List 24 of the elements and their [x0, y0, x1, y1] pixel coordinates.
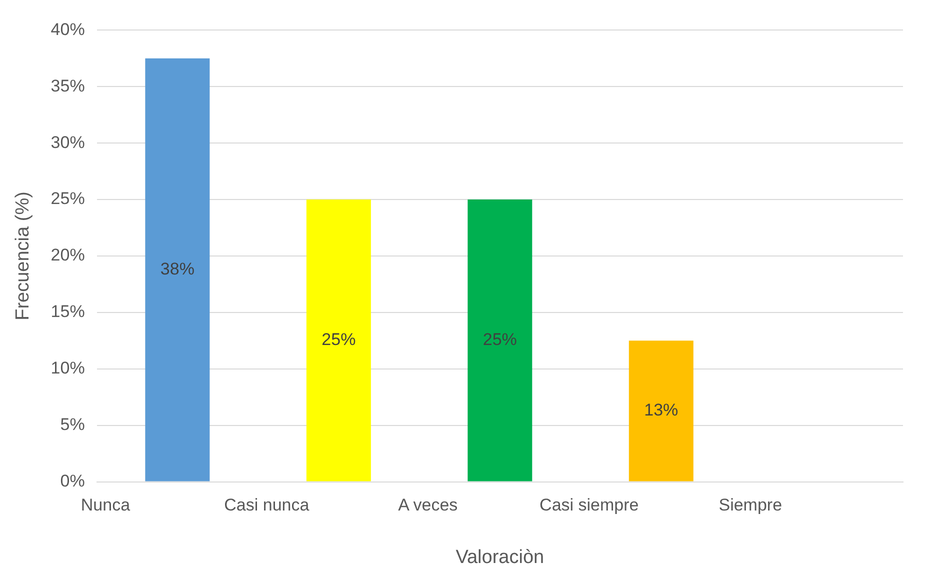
data-label: 38%	[160, 260, 194, 279]
x-tick-label: Casi nunca	[224, 496, 310, 515]
y-tick-label: 30%	[50, 132, 85, 152]
bar	[145, 58, 210, 482]
y-tick-label: 25%	[50, 189, 85, 208]
x-tick-label: Casi siempre	[540, 496, 639, 515]
x-tick-label: Nunca	[80, 496, 131, 515]
x-tick-label: A veces	[398, 496, 458, 515]
data-label: 25%	[482, 330, 517, 350]
y-tick-label: 40%	[50, 20, 85, 39]
bar	[468, 200, 532, 482]
y-tick-label: 35%	[50, 76, 85, 96]
x-axis-title: Valoraciòn	[456, 546, 544, 568]
data-label: 25%	[322, 330, 356, 350]
bar	[306, 200, 371, 482]
x-tick-label: Siempre	[718, 496, 782, 515]
data-label: 13%	[644, 400, 678, 420]
y-tick-label: 0%	[60, 471, 85, 490]
y-tick-label: 15%	[50, 302, 85, 322]
y-axis-title: Frecuencia (%)	[12, 192, 34, 320]
y-tick-label: 5%	[60, 415, 85, 434]
y-tick-label: 20%	[50, 246, 85, 265]
bar	[628, 340, 694, 482]
y-tick-label: 10%	[50, 358, 85, 378]
